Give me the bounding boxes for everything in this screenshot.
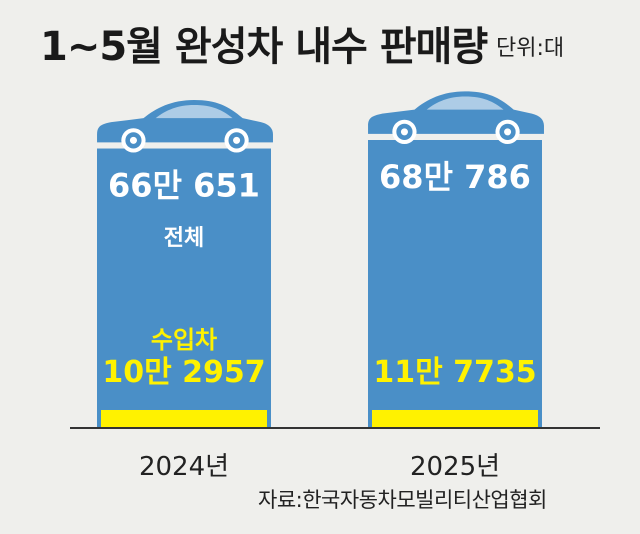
total-value-label: 68만 786 <box>379 158 531 196</box>
bar-total-0 <box>97 148 271 428</box>
bar-import-0 <box>101 410 267 428</box>
series-label-import: 수입차 <box>151 326 217 354</box>
series-label-total: 전체 <box>164 226 204 251</box>
source-note: 자료:한국자동차모빌리티산업협회 <box>258 488 547 512</box>
unit-label: 단위:대 <box>496 36 565 61</box>
bar-import-1 <box>372 410 538 428</box>
x-tick-label: 2025년 <box>410 452 500 482</box>
x-tick-label: 2024년 <box>139 452 229 482</box>
car-icon <box>368 91 544 144</box>
import-value-label: 10만 2957 <box>102 355 265 390</box>
bar-total-1 <box>368 140 542 428</box>
chart-title: 1~5월 완성차 내수 판매량 <box>40 24 488 70</box>
car-icon <box>97 99 273 153</box>
import-value-label: 11만 7735 <box>373 355 536 390</box>
total-value-label: 66만 651 <box>108 167 260 205</box>
